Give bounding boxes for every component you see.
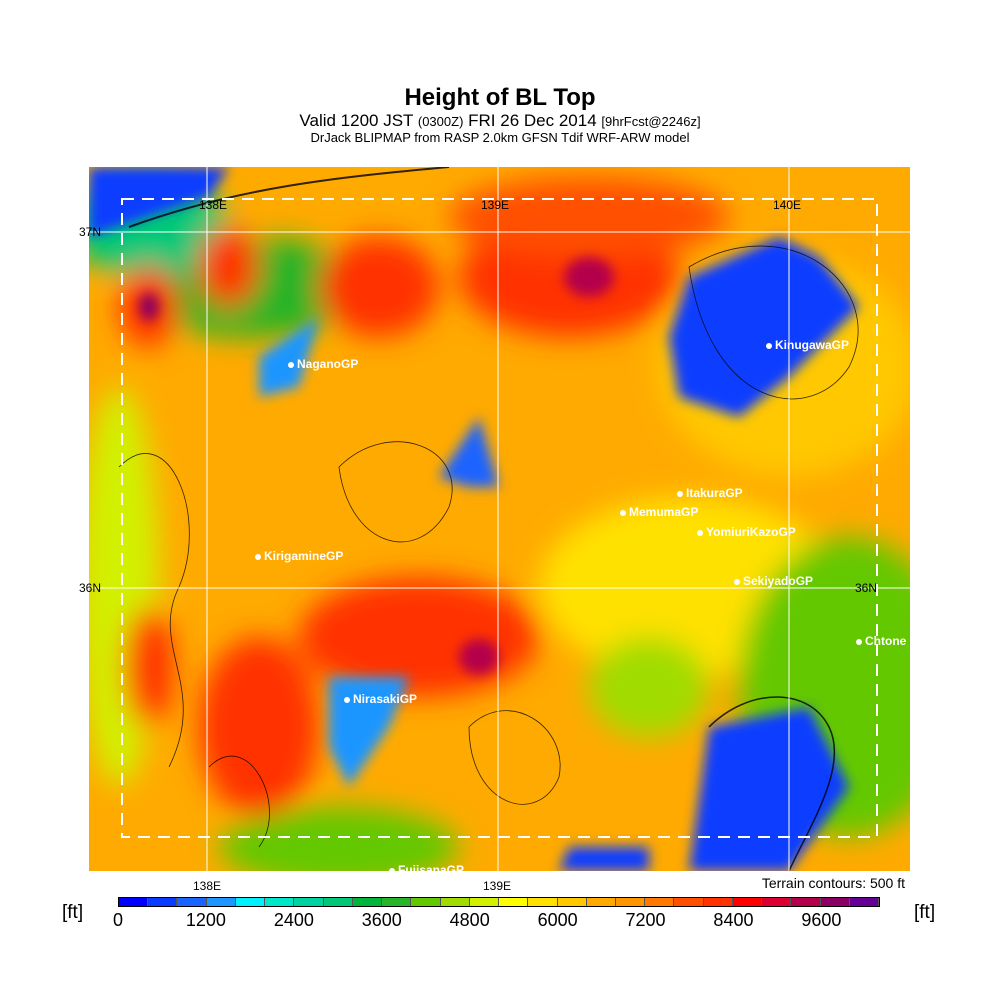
bottom-lon-139: 139E [483, 879, 512, 893]
colorbar-swatch [703, 898, 733, 906]
colorbar-swatch [820, 898, 850, 906]
colorbar-swatch [732, 898, 763, 906]
colorbar-tick-label: 2400 [273, 910, 314, 930]
colorbar-tick-label: 9600 [801, 910, 842, 930]
site-kirigamine: KirigamineGP [255, 549, 343, 563]
lon-label-138: 138E [199, 198, 228, 212]
lat-label-36: 36N [79, 581, 102, 595]
lat-label-37: 37N [79, 225, 102, 239]
site-sekiyado: SekiyadoGP [734, 574, 813, 588]
model-line: DrJack BLIPMAP from RASP 2.0km GFSN Tdif… [310, 130, 690, 145]
domain-boundary [121, 198, 878, 838]
colorbar-tick-label: 0 [112, 910, 124, 930]
site-itakura: ItakuraGP [677, 486, 743, 500]
colorbar-swatch [265, 898, 295, 906]
colorbar-tick-label: 4800 [449, 910, 490, 930]
utc-time: (0300Z) [417, 114, 464, 129]
forecast-run: [9hrFcst@2246z] [601, 114, 701, 129]
colorbar-swatch [791, 898, 821, 906]
colorbar-tick-label: 8400 [713, 910, 754, 930]
site-yomiurikazo: YomiuriKazoGP [697, 525, 796, 539]
colorbar-swatch [586, 898, 616, 906]
colorbar-unit-left: [ft] [62, 902, 84, 923]
terrain-note: Terrain contours: 500 ft [761, 875, 905, 891]
colorbar-swatch [119, 898, 149, 906]
height-field [69, 166, 959, 887]
colorbar-swatch [235, 898, 266, 906]
colorbar-swatch [557, 898, 587, 906]
colorbar-swatch [528, 898, 558, 906]
colorbar-swatch [294, 898, 324, 906]
site-nagano: NaganoGP [288, 357, 358, 371]
colorbar-tick-label: 7200 [625, 910, 666, 930]
valid-time: Valid 1200 JST (0300Z) FRI 26 Dec 2014 [… [0, 111, 1000, 131]
valid-label: Valid 1200 JST [299, 111, 414, 130]
colorbar-swatch [469, 898, 500, 906]
lat-label-36-right: 36N [855, 581, 878, 595]
colorbar-swatch [382, 898, 412, 906]
lon-label-140: 140E [773, 198, 802, 212]
colorbar-tick-label: 1200 [185, 910, 226, 930]
blipmap: 138E 139E 140E 37N 36N 36N NaganoGP Kinu… [69, 166, 959, 887]
colorbar-swatch [849, 898, 880, 906]
colorbar-swatch [148, 898, 178, 906]
site-nirasaki: NirasakiGP [344, 692, 417, 706]
bottom-lon-138: 138E [193, 879, 222, 893]
site-memuma: MemumaGP [620, 505, 698, 519]
colorbar-tick-label: 6000 [537, 910, 578, 930]
colorbar-swatch [645, 898, 675, 906]
forecast-date: FRI 26 Dec 2014 [468, 111, 597, 130]
colorbar-tick-label: 3600 [361, 910, 402, 930]
chart-title: Height of BL Top [404, 84, 596, 111]
lon-label-139: 139E [481, 198, 510, 212]
colorbar-swatch [762, 898, 792, 906]
colorbar-swatch [615, 898, 646, 906]
colorbar-swatch [499, 898, 529, 906]
site-kinugawa: KinugawaGP [766, 338, 849, 352]
colorbar [118, 897, 880, 907]
colorbar-swatch [411, 898, 441, 906]
colorbar-unit-right: [ft] [914, 902, 936, 923]
colorbar-swatch [323, 898, 353, 906]
site-fujisana: FujisanaGP [389, 863, 464, 877]
colorbar-swatch [177, 898, 207, 906]
colorbar-swatch [674, 898, 704, 906]
colorbar-swatch [440, 898, 470, 906]
graticule [89, 167, 910, 871]
colorbar-swatch [352, 898, 383, 906]
colorbar-swatch [206, 898, 236, 906]
site-chtone: Chtone [856, 634, 906, 648]
